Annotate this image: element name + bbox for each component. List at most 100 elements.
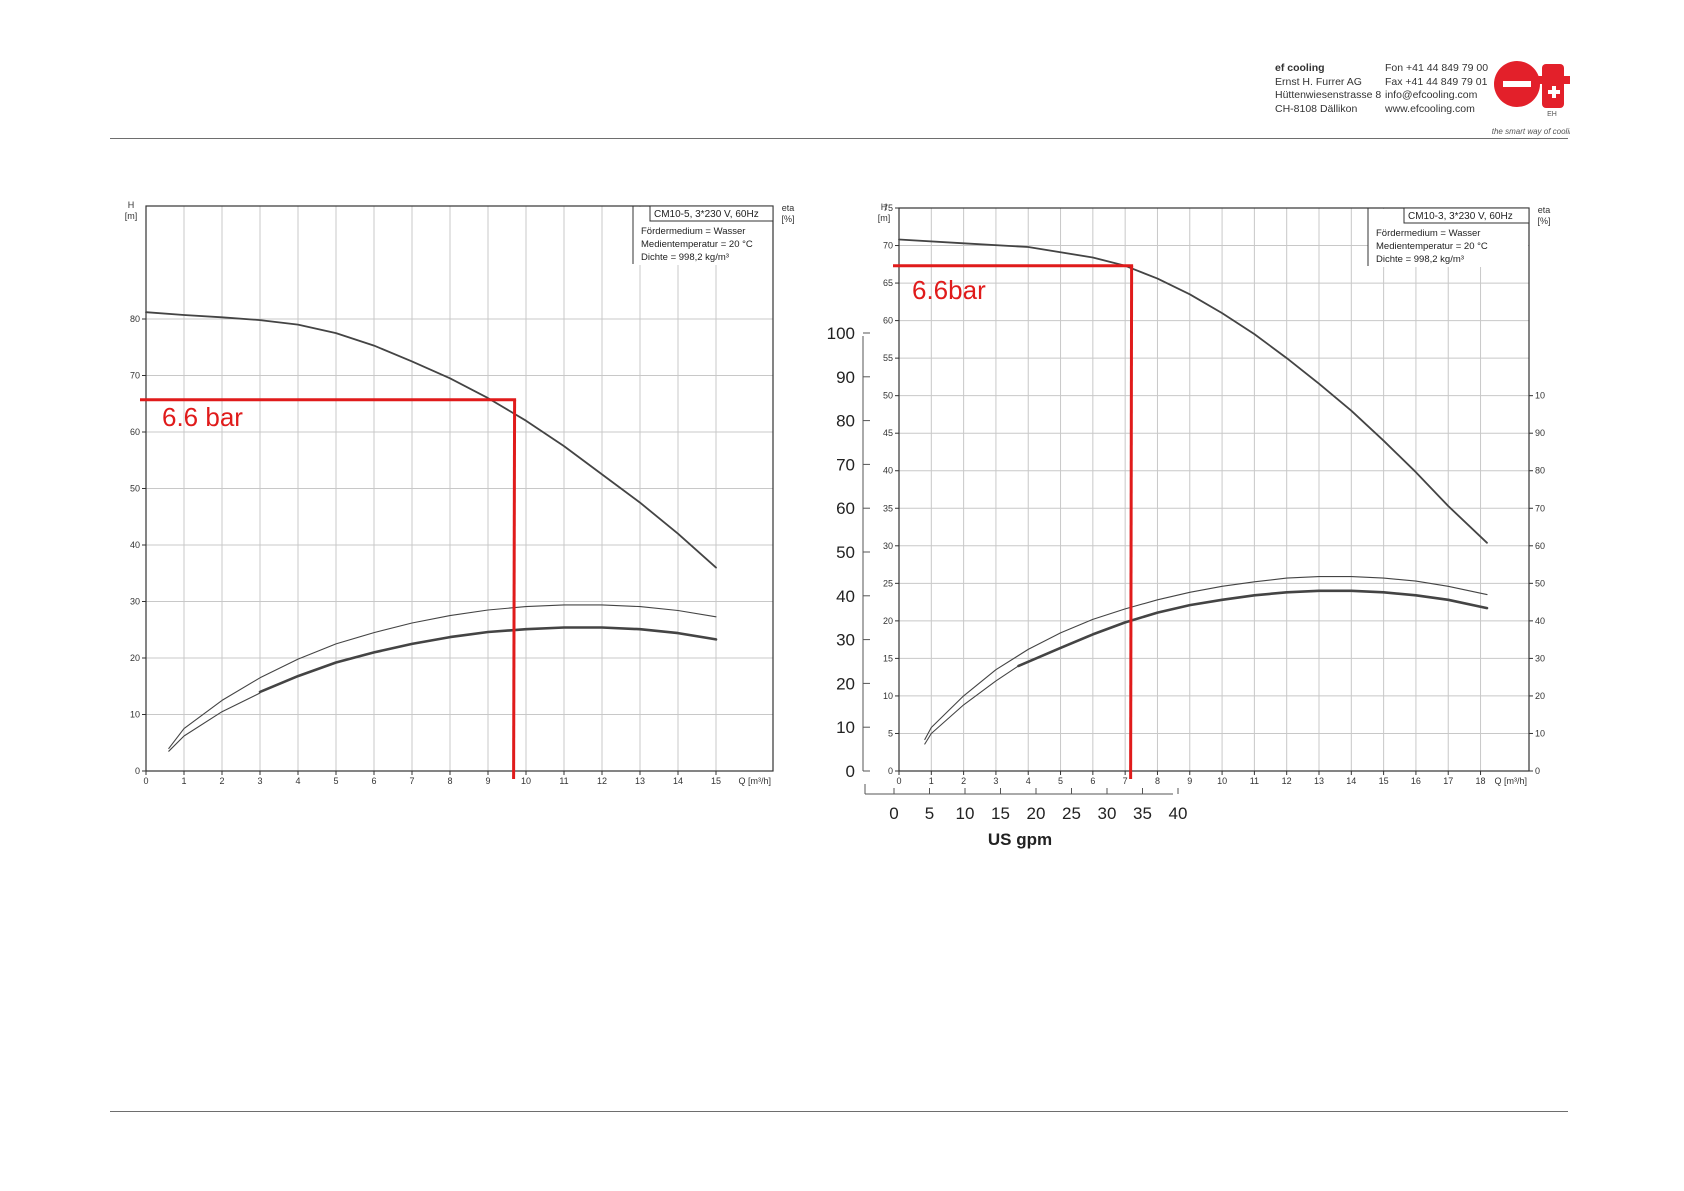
eta-tick-label: 10 <box>1535 728 1545 738</box>
x-tick-label: 4 <box>1026 776 1031 786</box>
y-tick-label: 0 <box>888 766 893 776</box>
company-line: CH-8108 Dällikon <box>1275 102 1358 115</box>
medium-info-line: Medientemperatur = 20 °C <box>641 239 753 250</box>
company-address: ef cooling Ernst H. Furrer AG Hüttenwies… <box>1275 62 1381 116</box>
medium-info-line: Fördermedium = Wasser <box>1376 228 1480 239</box>
x-tick-label: 10 <box>521 776 531 786</box>
website-link[interactable]: www.efcooling.com <box>1385 102 1475 115</box>
x-tick-label: 9 <box>485 776 490 786</box>
x-tick-label: 5 <box>333 776 338 786</box>
x-tick-label: 2 <box>219 776 224 786</box>
psi-tick-label: 100 <box>827 324 855 343</box>
x-tick-label: 10 <box>1217 776 1227 786</box>
x-tick-label: 16 <box>1411 776 1421 786</box>
psi-tick-label: 80 <box>836 412 855 431</box>
x-axis-label: Q [m³/h] <box>1494 776 1527 786</box>
head-curve <box>898 238 1488 544</box>
eta-axis-label: eta <box>1538 205 1551 215</box>
psi-tick-label: 70 <box>836 455 855 474</box>
psi-tick-label: 90 <box>836 368 855 387</box>
x-tick-label: 7 <box>409 776 414 786</box>
x-tick-label: 14 <box>1346 776 1356 786</box>
x-tick-label: 6 <box>1090 776 1095 786</box>
head-curve <box>145 311 717 569</box>
company-name: ef cooling <box>1275 62 1325 74</box>
x-tick-label: 13 <box>1314 776 1324 786</box>
eta-tick-label: 30 <box>1535 653 1545 663</box>
x-tick-label: 1 <box>181 776 186 786</box>
y-tick-label: 30 <box>883 541 893 551</box>
company-line: Hüttenwiesenstrasse 8 <box>1275 89 1382 101</box>
y-tick-label: 20 <box>130 653 140 663</box>
gpm-tick-label: 10 <box>956 804 975 823</box>
x-tick-label: 0 <box>143 776 148 786</box>
y-tick-label: 0 <box>135 766 140 776</box>
company-contact: Fon +41 44 849 79 00 Fax +41 44 849 79 0… <box>1385 62 1488 116</box>
y-axis-label: H <box>128 200 135 210</box>
company-line: Ernst H. Furrer AG <box>1275 75 1362 88</box>
x-tick-label: 13 <box>635 776 645 786</box>
gpm-tick-label: 15 <box>991 804 1010 823</box>
operating-point-flow-line <box>1129 265 1134 780</box>
eta-axis-unit: [%] <box>781 214 794 224</box>
x-tick-label: 15 <box>1379 776 1389 786</box>
chart-title: CM10-5, 3*230 V, 60Hz <box>654 209 759 220</box>
y-tick-label: 70 <box>883 241 893 251</box>
y-tick-label: 50 <box>883 391 893 401</box>
y-tick-label: 80 <box>130 314 140 324</box>
psi-tick-label: 40 <box>836 587 855 606</box>
phone: Fon +41 44 849 79 00 <box>1385 62 1489 74</box>
footer-rule <box>110 1111 1568 1112</box>
medium-info-line: Dichte = 998,2 kg/m³ <box>1376 254 1464 265</box>
operating-point-label: 6.6 bar <box>162 402 243 432</box>
y-tick-label: 35 <box>883 503 893 513</box>
y-tick-label: 10 <box>883 691 893 701</box>
efficiency-curve <box>924 665 1020 745</box>
gpm-axis-label: US gpm <box>988 830 1052 849</box>
y-tick-label: 15 <box>883 653 893 663</box>
efficiency-curve <box>258 626 718 694</box>
plot-frame <box>898 207 1530 772</box>
x-tick-label: 8 <box>447 776 452 786</box>
efficiency-curve <box>924 576 1488 741</box>
y-axis-unit: [m] <box>125 211 138 221</box>
medium-info-line: Medientemperatur = 20 °C <box>1376 241 1488 252</box>
x-tick-label: 15 <box>711 776 721 786</box>
y-tick-label: 50 <box>130 484 140 494</box>
psi-tick-label: 20 <box>836 674 855 693</box>
x-tick-label: 17 <box>1443 776 1453 786</box>
y-tick-label: 40 <box>130 540 140 550</box>
y-axis-label: H <box>881 202 888 212</box>
x-tick-label: 6 <box>371 776 376 786</box>
x-tick-label: 12 <box>1282 776 1292 786</box>
email-link[interactable]: info@efcooling.com <box>1385 89 1478 101</box>
eta-tick-label: 20 <box>1535 691 1545 701</box>
y-tick-label: 10 <box>130 710 140 720</box>
psi-tick-label: 50 <box>836 543 855 562</box>
gpm-tick-label: 25 <box>1062 804 1081 823</box>
eta-tick-label: 80 <box>1535 466 1545 476</box>
x-tick-label: 3 <box>993 776 998 786</box>
operating-point-flow-line <box>512 399 517 780</box>
eta-tick-label: 0 <box>1535 766 1540 776</box>
x-tick-label: 11 <box>559 776 568 786</box>
x-tick-label: 2 <box>961 776 966 786</box>
y-tick-label: 45 <box>883 428 893 438</box>
medium-info-line: Dichte = 998,2 kg/m³ <box>641 252 729 263</box>
chart-title: CM10-3, 3*230 V, 60Hz <box>1408 211 1513 222</box>
x-tick-label: 0 <box>896 776 901 786</box>
y-tick-label: 65 <box>883 278 893 288</box>
y-axis-unit: [m] <box>878 213 891 223</box>
operating-point-label: 6.6bar <box>912 275 986 305</box>
eta-tick-label: 50 <box>1535 578 1545 588</box>
eta-tick-label: 60 <box>1535 541 1545 551</box>
x-tick-label: 8 <box>1155 776 1160 786</box>
gpm-tick-label: 30 <box>1098 804 1117 823</box>
y-tick-label: 20 <box>883 616 893 626</box>
gpm-tick-label: 20 <box>1027 804 1046 823</box>
y-tick-label: 40 <box>883 466 893 476</box>
x-tick-label: 12 <box>597 776 607 786</box>
slogan: the smart way of cooling! <box>1492 127 1570 136</box>
x-tick-label: 18 <box>1476 776 1486 786</box>
psi-tick-label: 60 <box>836 499 855 518</box>
